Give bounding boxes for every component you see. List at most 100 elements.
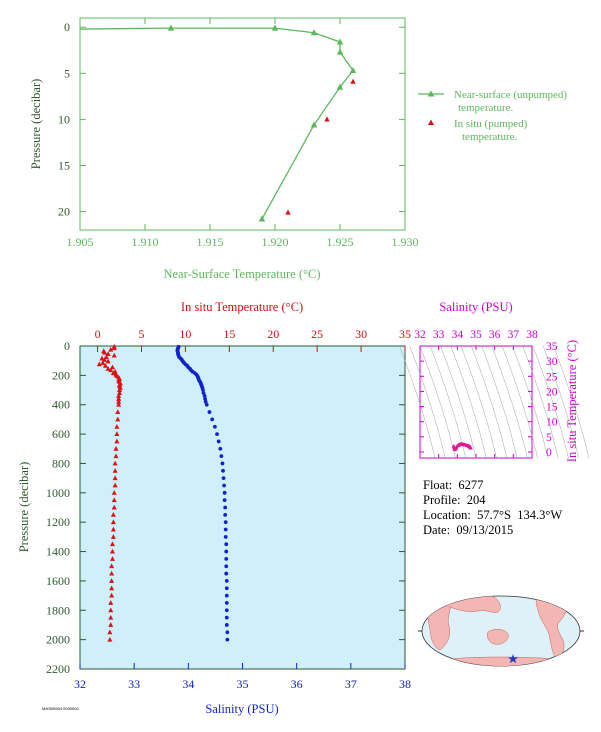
y-tick-label: 1600: [46, 574, 70, 588]
profile-number: Profile: 204: [423, 493, 486, 507]
salinity-point: [224, 608, 229, 613]
y-tick-label: 20: [58, 205, 70, 219]
temperature-point: [111, 352, 117, 358]
temperature-point: [110, 519, 116, 525]
legend-marker-near-surface: [427, 90, 435, 97]
salinity-point: [224, 542, 229, 547]
near-surface-series-line: [79, 27, 354, 220]
ts-point: [468, 445, 473, 450]
salinity-point: [223, 520, 228, 525]
y-tick-label: 1400: [46, 545, 70, 559]
x-tick-label: 1.915: [197, 235, 224, 249]
density-contour: [399, 345, 436, 459]
ts-point: [462, 442, 467, 447]
y-axis-label: In situ Temperature (°C): [565, 340, 579, 462]
density-contour: [522, 345, 559, 459]
temperature-point: [114, 431, 120, 437]
temperature-point: [116, 396, 122, 401]
salinity-point: [224, 564, 229, 569]
temperature-point: [109, 578, 115, 583]
salinity-point: [218, 446, 223, 451]
y-tick-label: 400: [52, 398, 70, 412]
salinity-point: [210, 417, 215, 422]
x-tick-label: 33: [433, 329, 445, 341]
float-info: Float: 6277 Profile: 204 Location: 57.7°…: [423, 478, 562, 538]
temperature-point: [110, 534, 116, 539]
temperature-point: [109, 556, 116, 561]
series-marks: [96, 343, 230, 642]
salinity-point: [216, 439, 221, 444]
top-tick-label: 25: [311, 327, 323, 341]
y-tick-label: 2200: [46, 662, 70, 676]
temperature-point: [116, 393, 122, 398]
salinity-point: [223, 512, 228, 517]
temperature-point: [114, 438, 120, 444]
x-tick-label: 36: [489, 329, 501, 341]
x-tick-labels: 32 33 34 35 36 37 38: [414, 329, 538, 341]
temperature-point: [107, 636, 113, 642]
temperature-point: [109, 364, 116, 370]
density-contour: [430, 345, 466, 459]
date: Date: 09/13/2015: [423, 523, 514, 537]
y-tick-label: 600: [52, 427, 70, 441]
y-tick-label: 2000: [46, 633, 70, 647]
near-surface-point: [349, 66, 357, 74]
temperature-point: [113, 445, 119, 451]
temperature-point: [102, 349, 108, 355]
density-contour: [512, 345, 549, 459]
salinity-point: [201, 391, 206, 395]
salinity-point: [224, 571, 229, 576]
temperature-point: [109, 541, 116, 547]
salinity-point: [224, 556, 229, 561]
bottom-tick-label: 37: [345, 677, 357, 691]
salinity-point: [225, 630, 230, 635]
temperature-point: [112, 460, 118, 466]
top-axis-label: In situ Temperature (°C): [181, 300, 303, 314]
float-id: Float: 6277: [423, 478, 484, 492]
temperature-point: [108, 600, 114, 605]
top-tick-label: 30: [355, 327, 367, 341]
density-contour: [491, 345, 528, 459]
y-tick-label: 30: [546, 356, 558, 368]
temperature-point: [108, 607, 114, 613]
x-tick-label: 38: [526, 329, 538, 341]
temperature-point: [112, 482, 118, 488]
in-situ-point: [285, 209, 291, 215]
temperature-point: [109, 585, 115, 591]
x-axis-label: Near-Surface Temperature (°C): [163, 267, 320, 281]
tick-marks: [79, 18, 406, 230]
near-surface-point: [310, 121, 318, 128]
ts-diagram-panel: 32 33 34 35 36 37 38 0 5 10 15 20 25 30 35 Salinity (…: [399, 300, 590, 462]
y-tick-label: 5: [64, 66, 70, 80]
density-contour: [460, 345, 497, 459]
temperature-point: [110, 512, 116, 517]
temperature-point: [103, 354, 109, 359]
top-tick-label: 10: [179, 327, 191, 341]
legend-label-in-situ-2: temperature.: [462, 131, 518, 143]
salinity-point: [222, 498, 227, 503]
bottom-tick-label: 35: [237, 677, 249, 691]
float-location-star-icon: [508, 654, 518, 664]
temperature-point: [112, 467, 118, 473]
salinity-point: [224, 549, 229, 554]
temperature-point: [115, 409, 121, 415]
legend-marker-in-situ: [428, 119, 434, 125]
temperature-point: [111, 497, 117, 503]
salinity-point: [223, 505, 228, 510]
near-surface-point: [336, 83, 344, 90]
salinity-point: [201, 388, 205, 392]
salinity-point: [221, 468, 225, 473]
x-axis-label: Salinity (PSU): [439, 300, 512, 314]
ts-point: [456, 442, 461, 447]
temperature-point: [109, 592, 115, 598]
temperature-point: [117, 387, 123, 393]
y-tick-label: 15: [58, 158, 70, 172]
in-situ-point: [324, 116, 330, 122]
density-contours: [399, 345, 590, 459]
salinity-point: [221, 476, 226, 481]
series-marks: [79, 24, 357, 222]
legend-label-in-situ-1: In situ (pumped): [454, 118, 528, 130]
salinity-point: [203, 399, 208, 404]
salinity-point: [224, 615, 229, 620]
